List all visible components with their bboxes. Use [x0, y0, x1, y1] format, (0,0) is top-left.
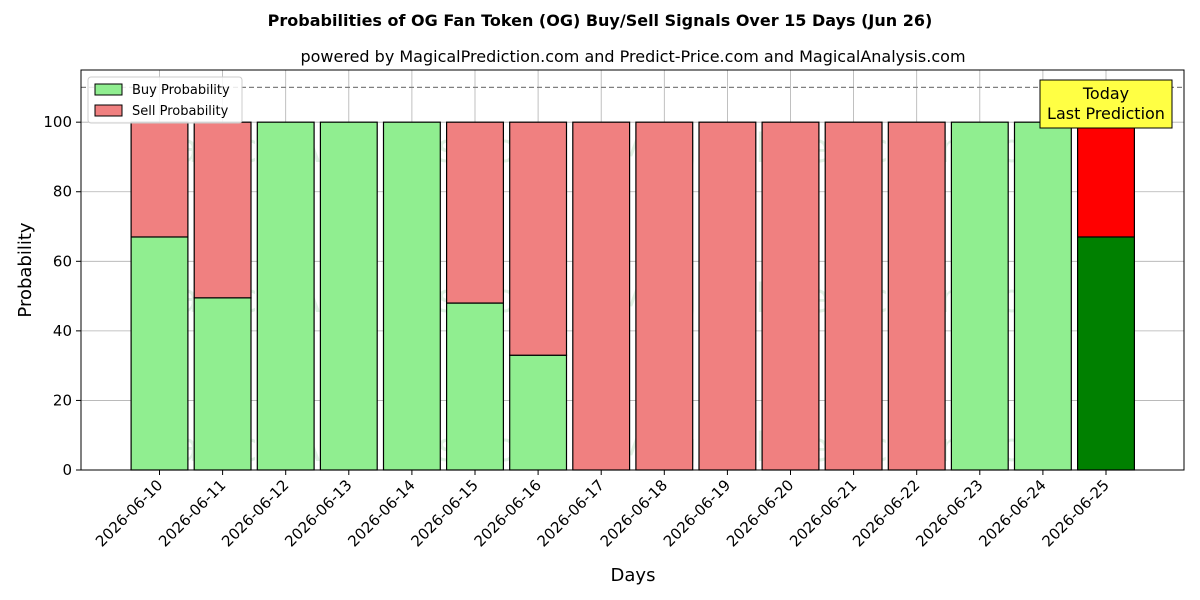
y-tick-label: 60 [53, 252, 72, 270]
bar-buy [446, 302, 505, 471]
bar-buy [1013, 121, 1072, 471]
annotation-box [1039, 79, 1173, 129]
x-tick-label: 2026-06-16 [471, 476, 545, 550]
plot-frame [80, 69, 1185, 471]
legend-swatch [94, 83, 123, 96]
bar-sell [446, 121, 505, 304]
bar-sell [824, 121, 883, 471]
bar-sell [1076, 121, 1135, 238]
annotation-text: Today [1082, 84, 1129, 103]
legend-frame [87, 76, 243, 124]
legend-label: Sell Probability [132, 104, 229, 119]
bar-buy [509, 354, 568, 471]
bar-sell [761, 121, 820, 471]
bar-sell [193, 121, 252, 299]
bar-sell [887, 121, 946, 471]
x-axis: 2026-06-102026-06-112026-06-122026-06-13… [92, 470, 1113, 550]
x-tick-label: 2026-06-17 [534, 476, 608, 550]
bar-buy [382, 121, 441, 471]
y-tick-label: 80 [53, 183, 72, 201]
legend-label: Buy Probability [132, 83, 230, 98]
x-axis-label: Days [611, 565, 656, 586]
x-tick-label: 2026-06-25 [1038, 476, 1112, 550]
y-tick-label: 40 [53, 322, 72, 340]
y-axis: 0 20 40 60 80 100 [43, 113, 81, 479]
bar-buy [950, 121, 1009, 471]
x-tick-label: 2026-06-11 [155, 476, 229, 550]
bar-sell [509, 121, 568, 356]
annotation-text: Last Prediction [1047, 104, 1165, 123]
y-tick-label: 0 [62, 461, 72, 479]
chart-subtitle: powered by MagicalPrediction.com and Pre… [300, 47, 965, 66]
bar-buy [1076, 236, 1135, 471]
x-tick-label: 2026-06-10 [92, 476, 166, 550]
x-tick-label: 2026-06-15 [407, 476, 481, 550]
x-tick-label: 2026-06-13 [281, 476, 355, 550]
y-tick-label: 100 [43, 113, 72, 131]
x-tick-label: 2026-06-18 [597, 476, 671, 550]
bar-buy [130, 236, 189, 471]
x-tick-label: 2026-06-20 [723, 476, 797, 550]
bar-sell [130, 121, 189, 238]
legend: Buy Probability Sell Probability [87, 76, 243, 124]
bar-sell [698, 121, 757, 471]
bars [130, 121, 1135, 471]
bar-sell [635, 121, 694, 471]
x-tick-label: 2026-06-24 [975, 476, 1049, 550]
x-tick-label: 2026-06-23 [912, 476, 986, 550]
bar-buy [256, 121, 315, 471]
x-tick-label: 2026-06-14 [344, 476, 418, 550]
bar-sell [572, 121, 631, 471]
y-axis-label: Probability [15, 222, 36, 317]
x-tick-label: 2026-06-22 [849, 476, 923, 550]
chart-title: Probabilities of OG Fan Token (OG) Buy/S… [268, 11, 933, 30]
bar-buy [193, 297, 252, 471]
bar-buy [319, 121, 378, 471]
legend-swatch [94, 104, 123, 117]
x-tick-label: 2026-06-19 [660, 476, 734, 550]
y-tick-label: 20 [53, 391, 72, 409]
x-tick-label: 2026-06-21 [786, 476, 860, 550]
x-tick-label: 2026-06-12 [218, 476, 292, 550]
